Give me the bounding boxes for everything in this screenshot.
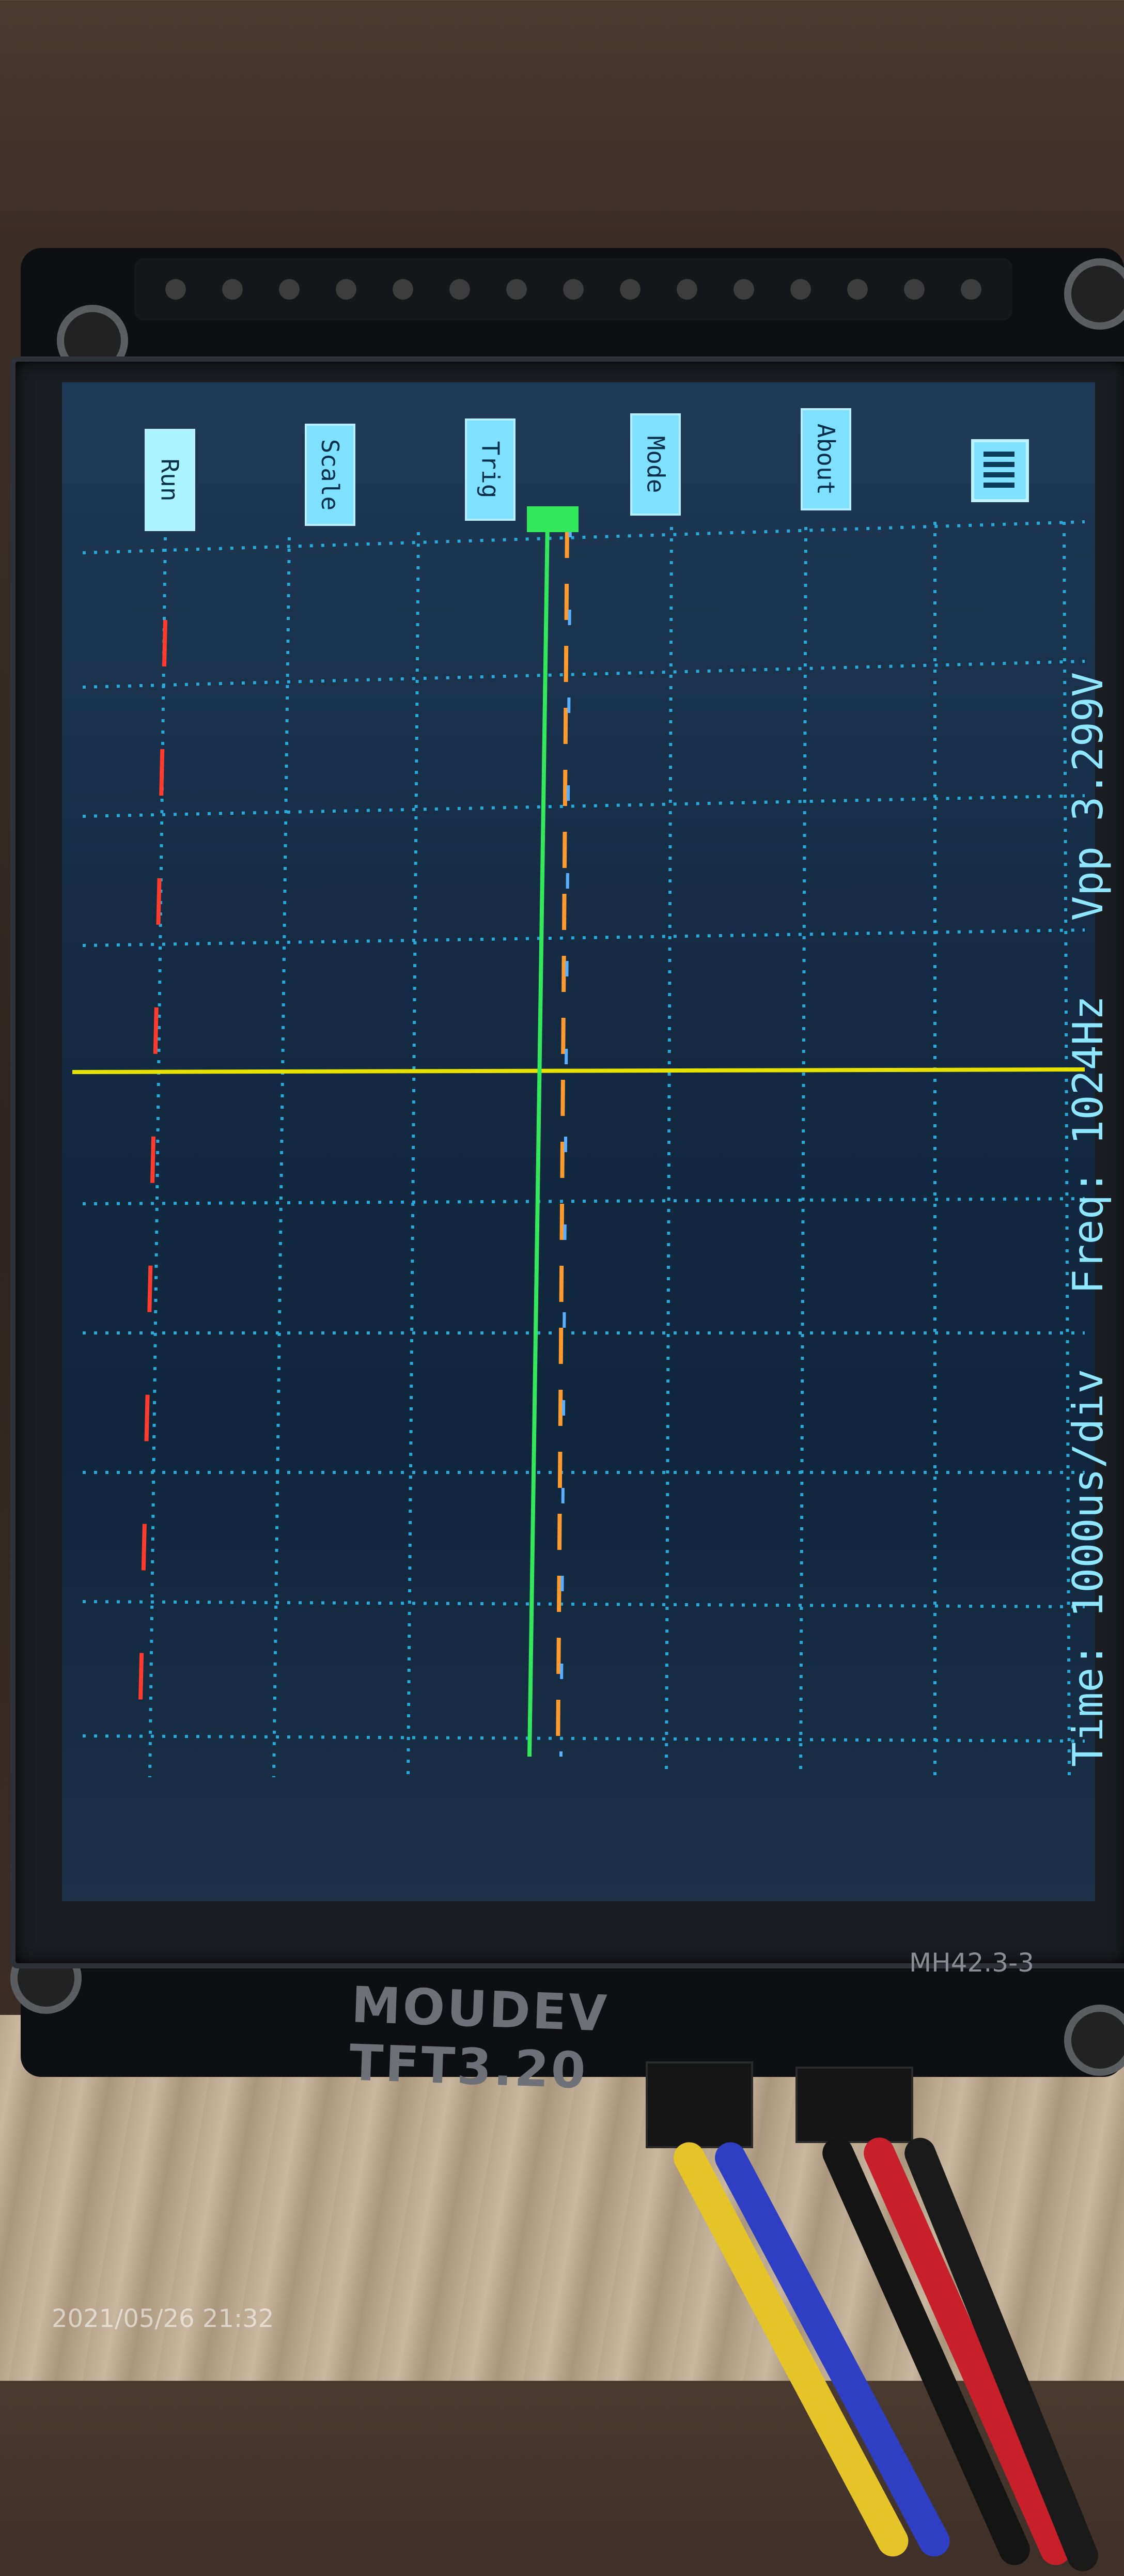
scale-button[interactable]: Scale — [305, 424, 355, 526]
mode-button[interactable]: Mode — [630, 413, 681, 516]
measurement-readout: Time: 1000us/div Freq: 1024Hz Vpp 3.299V — [1023, 641, 1112, 1767]
channel-green-trace — [527, 521, 550, 1757]
wire-connector-left — [646, 2061, 753, 2148]
channel-blue-trace — [559, 521, 572, 1757]
trig-button[interactable]: Trig — [465, 418, 516, 521]
vpp-label: Vpp — [1064, 846, 1112, 921]
board-version: MH42.3-3 — [909, 1948, 1034, 1978]
freq-value: 1024Hz — [1064, 995, 1112, 1145]
grid-horizontal-lines — [82, 520, 1085, 1743]
oscilloscope-screen: Run Scale Trig Mode About — [62, 382, 1095, 1901]
channel-orange-trace — [556, 521, 569, 1757]
run-button[interactable]: Run — [145, 429, 195, 531]
channel-red-left-trace — [137, 619, 167, 1747]
freq-label: Freq: — [1064, 1170, 1112, 1294]
about-button[interactable]: About — [801, 408, 851, 510]
time-label: Time: — [1064, 1642, 1112, 1767]
trigger-marker — [527, 506, 579, 532]
photo-timestamp: 2021/05/26 21:32 — [52, 2304, 274, 2333]
wire-connector-right — [795, 2067, 913, 2143]
time-value: 1000us/div — [1064, 1369, 1112, 1618]
scope-graticule — [72, 506, 1085, 1778]
battery-icon — [971, 439, 1029, 502]
trigger-level-line — [72, 1067, 1085, 1074]
pin-header — [134, 258, 1012, 320]
grid-vertical-lines — [148, 521, 1071, 1778]
vpp-value: 3.299V — [1064, 672, 1112, 821]
